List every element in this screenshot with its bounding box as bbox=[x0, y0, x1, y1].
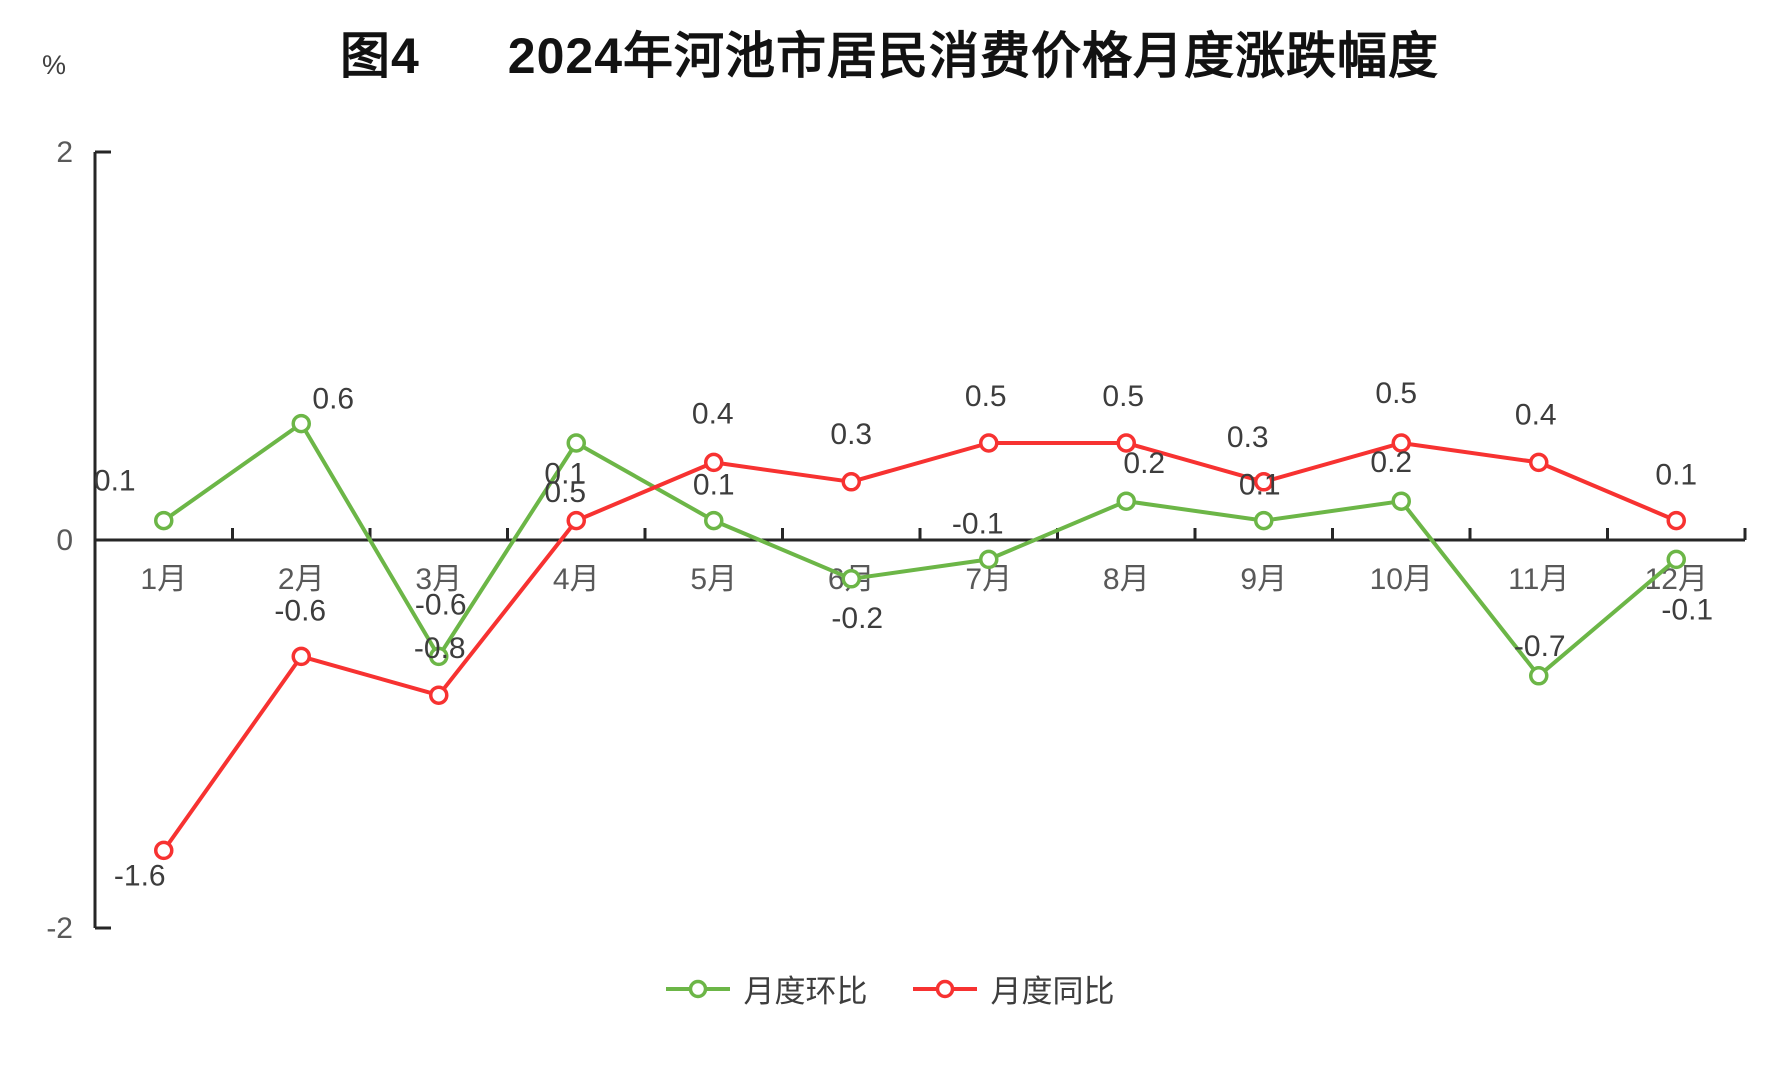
mom-data-label-3: -0.6 bbox=[415, 588, 467, 621]
mom-marker-10 bbox=[1391, 491, 1411, 511]
mom-data-label-8: 0.2 bbox=[1123, 447, 1165, 480]
yoy-marker-7 bbox=[979, 433, 999, 453]
yoy-data-label-7: 0.5 bbox=[965, 380, 1007, 413]
yoy-marker-3 bbox=[429, 685, 449, 705]
legend-item-yoy: 月度同比 bbox=[912, 966, 1115, 1011]
yoy-marker-1 bbox=[154, 840, 174, 861]
mom-marker-6 bbox=[841, 569, 861, 589]
mom-marker-5 bbox=[704, 510, 724, 531]
yoy-legend-line-marker-icon bbox=[912, 979, 977, 998]
mom-marker-7 bbox=[979, 549, 999, 570]
yoy-data-label-6: 0.3 bbox=[830, 418, 872, 451]
mom-data-label-1: 0.1 bbox=[94, 465, 136, 498]
yoy-data-label-3: -0.8 bbox=[414, 632, 466, 665]
mom-marker-12 bbox=[1666, 549, 1686, 570]
mom-marker-9 bbox=[1254, 510, 1274, 531]
yoy-marker-11 bbox=[1529, 452, 1549, 473]
mom-series-line bbox=[162, 421, 1678, 678]
yoy-data-label-8: 0.5 bbox=[1102, 380, 1144, 413]
yoy-legend-label: 月度同比 bbox=[990, 974, 1115, 1009]
mom-marker-4 bbox=[566, 433, 586, 453]
x-axis-label-9: 9月 bbox=[1240, 563, 1287, 596]
mom-marker-11 bbox=[1529, 666, 1549, 686]
x-axis-label-4: 4月 bbox=[553, 563, 600, 596]
mom-data-label-12: -0.1 bbox=[1661, 593, 1713, 626]
x-axis-label-10: 10月 bbox=[1370, 563, 1433, 596]
legend-item-mom: 月度环比 bbox=[665, 966, 868, 1011]
yoy-marker-2 bbox=[291, 646, 311, 667]
x-axis-label-1: 1月 bbox=[140, 563, 187, 596]
x-axis-label-5: 5月 bbox=[690, 563, 737, 596]
mom-data-label-4: 0.5 bbox=[544, 476, 586, 509]
y-axis-unit-label: % bbox=[42, 50, 67, 80]
yoy-series-line bbox=[162, 441, 1678, 852]
yoy-marker-6 bbox=[841, 472, 861, 492]
chart-title-prefix: 图4 bbox=[339, 28, 420, 84]
y-axis-tick-label: 2 bbox=[56, 136, 73, 169]
yoy-data-label-1: -1.6 bbox=[114, 859, 166, 892]
yoy-data-label-5: 0.4 bbox=[692, 397, 734, 430]
yoy-marker-10 bbox=[1391, 433, 1411, 453]
mom-data-label-10: 0.2 bbox=[1370, 446, 1412, 479]
yoy-marker-12 bbox=[1666, 510, 1686, 531]
mom-data-label-5: 0.1 bbox=[693, 469, 735, 502]
legend: 月度环比 月度同比 bbox=[0, 966, 1779, 1011]
mom-marker-3 bbox=[429, 646, 449, 667]
mom-data-label-6: -0.2 bbox=[831, 602, 883, 635]
mom-data-label-2: 0.6 bbox=[312, 383, 354, 416]
x-axis-label-11: 11月 bbox=[1508, 563, 1569, 596]
yoy-data-label-4: 0.1 bbox=[544, 458, 586, 491]
mom-marker-2 bbox=[291, 413, 311, 434]
x-axis-label-3: 3月 bbox=[415, 563, 462, 596]
y-axis-tick-label: -2 bbox=[46, 912, 73, 945]
x-axis-label-8: 8月 bbox=[1103, 563, 1150, 596]
yoy-marker-5 bbox=[704, 452, 724, 473]
mom-legend-label: 月度环比 bbox=[743, 974, 868, 1009]
mom-legend-line-marker-icon bbox=[665, 979, 730, 998]
chart-title: 图4 2024年河池市居民消费价格月度涨跌幅度 bbox=[0, 16, 1779, 88]
mom-data-label-11: -0.7 bbox=[1514, 630, 1566, 663]
mom-marker-8 bbox=[1116, 491, 1136, 511]
yoy-marker-4 bbox=[566, 510, 586, 531]
yoy-data-label-9: 0.3 bbox=[1227, 421, 1269, 454]
x-axis-label-2: 2月 bbox=[278, 563, 325, 596]
chart-title-main: 2024年河池市居民消费价格月度涨跌幅度 bbox=[507, 28, 1440, 84]
mom-marker-1 bbox=[154, 510, 174, 531]
yoy-data-label-10: 0.5 bbox=[1375, 377, 1417, 410]
yoy-data-label-2: -0.6 bbox=[274, 594, 326, 627]
y-axis-tick-label: 0 bbox=[56, 524, 73, 557]
mom-data-label-9: 0.1 bbox=[1239, 469, 1281, 502]
yoy-marker-8 bbox=[1116, 433, 1136, 453]
mom-data-label-7: -0.1 bbox=[952, 507, 1004, 540]
yoy-data-label-11: 0.4 bbox=[1515, 398, 1557, 431]
yoy-marker-9 bbox=[1254, 472, 1274, 492]
yoy-data-label-12: 0.1 bbox=[1655, 459, 1697, 492]
